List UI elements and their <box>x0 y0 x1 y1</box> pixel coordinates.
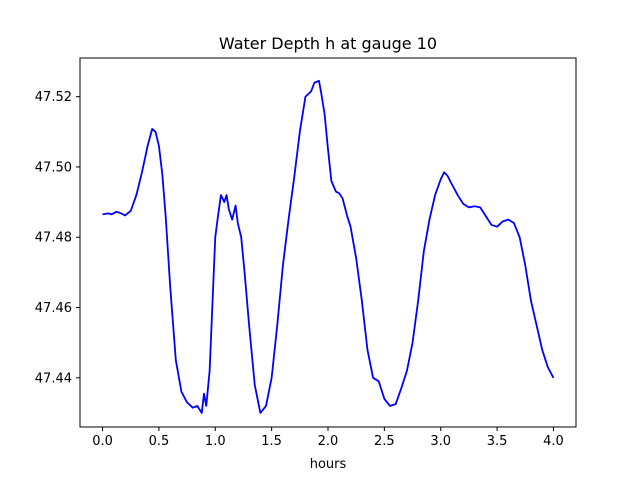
y-tick-label: 47.44 <box>35 371 72 386</box>
y-tick-label: 47.48 <box>35 231 72 246</box>
y-tick-label: 47.46 <box>35 301 72 316</box>
x-tick-label: 1.5 <box>261 434 282 449</box>
x-axis-label: hours <box>310 457 347 472</box>
y-axis: 47.44 47.46 47.48 47.50 47.52 <box>35 90 80 386</box>
chart-title: Water Depth h at gauge 10 <box>219 34 437 53</box>
x-tick-label: 0.5 <box>149 434 170 449</box>
series-line <box>102 79 555 414</box>
y-tick-label: 47.50 <box>35 160 72 175</box>
plot-background <box>80 58 576 427</box>
plot-area <box>79 57 577 428</box>
x-tick-label: 2.0 <box>318 434 339 449</box>
x-tick-label: 4.0 <box>543 434 564 449</box>
x-axis: 0.0 0.5 1.0 1.5 2.0 2.5 3.0 3.5 4.0 <box>92 427 564 449</box>
x-tick-label: 3.5 <box>487 434 508 449</box>
x-tick-label: 0.0 <box>92 434 113 449</box>
y-tick-label: 47.52 <box>35 90 72 105</box>
x-tick-label: 2.5 <box>374 434 395 449</box>
x-tick-label: 3.0 <box>430 434 451 449</box>
x-tick-label: 1.0 <box>205 434 226 449</box>
